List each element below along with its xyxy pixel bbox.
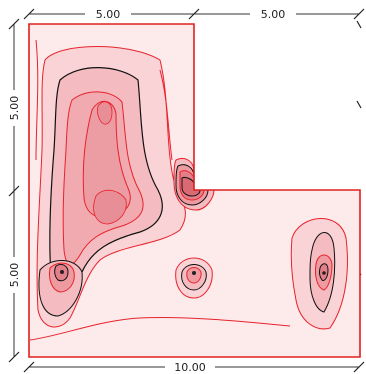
plate-region: [28, 23, 361, 358]
left-top-dimension: 5.00: [8, 96, 21, 121]
dimension-tick: [8, 18, 20, 30]
dimension-tick: [23, 8, 35, 20]
dimension-tick: [353, 361, 365, 373]
plate-boundary: [28, 23, 361, 358]
contour-line-extra: [35, 39, 39, 161]
dimension-tick: [8, 351, 20, 363]
top-right-dimension: 5.00: [261, 8, 286, 21]
dimension-annotations: 5.00 5.00 5.00 5.00 10.00: [6, 6, 365, 374]
bottom-dimension: 10.00: [174, 361, 206, 374]
hotspot-right-center: [322, 271, 326, 275]
edge-mark: [356, 100, 362, 109]
contour-line-extra: [29, 316, 291, 341]
contour-peak-top: [97, 101, 113, 125]
hotspot-left-center: [60, 270, 64, 274]
dimension-tick: [23, 361, 35, 373]
contour-line-extra: [159, 69, 173, 161]
hotspot-center-inner: [186, 267, 202, 284]
dimension-tick: [8, 185, 20, 197]
contour-level-5: [93, 189, 127, 225]
dimension-tick: [353, 8, 365, 20]
top-left-dimension: 5.00: [96, 8, 121, 21]
edge-mark: [356, 20, 362, 29]
corner-contour-4: [181, 177, 201, 197]
dimension-tick: [188, 8, 200, 20]
contour-level-4: [82, 100, 131, 218]
hotspot-center-center: [192, 271, 196, 275]
left-bottom-dimension: 5.00: [8, 263, 21, 288]
